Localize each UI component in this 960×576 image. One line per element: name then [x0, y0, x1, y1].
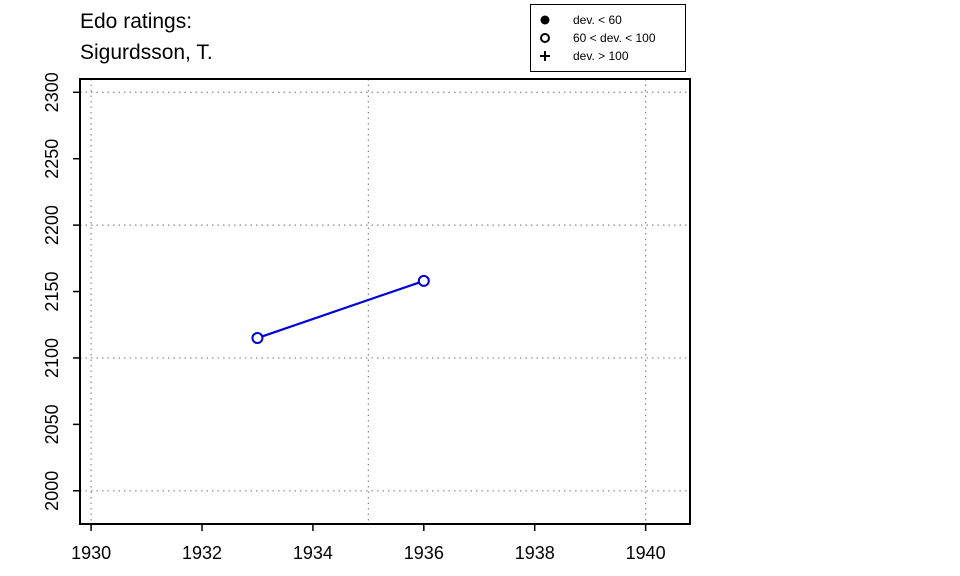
series-line [257, 279, 425, 340]
y-tick-label: 2300 [42, 72, 62, 112]
chart-title-line-2: Sigurdsson, T. [80, 41, 213, 64]
y-tick-label: 2050 [42, 404, 62, 444]
grid [80, 79, 690, 524]
x-tick-label: 1936 [404, 543, 444, 563]
open-circle-icon [540, 33, 550, 43]
legend-label: dev. > 100 [573, 49, 629, 63]
legend-item-filled: dev. < 60 [531, 11, 685, 29]
legend-item-open: 60 < dev. < 100 [531, 29, 685, 47]
filled-circle-icon [540, 15, 550, 25]
plot-frame [79, 78, 691, 525]
x-tick-label: 1934 [293, 543, 333, 563]
y-tick-label: 2100 [42, 338, 62, 378]
x-tick-label: 1938 [515, 543, 555, 563]
x-tick-label: 1930 [71, 543, 111, 563]
legend-label: dev. < 60 [573, 13, 622, 27]
x-axis: 1930 1932 1934 1936 1938 1940 [71, 524, 666, 563]
plus-icon [540, 51, 550, 61]
legend: dev. < 60 60 < dev. < 100 dev. > 100 [530, 4, 686, 72]
series-layer [251, 274, 430, 345]
y-tick-label: 2250 [42, 139, 62, 179]
x-tick-label: 1932 [182, 543, 222, 563]
data-point [251, 332, 264, 345]
legend-item-plus: dev. > 100 [531, 47, 685, 65]
legend-label: 60 < dev. < 100 [573, 31, 656, 45]
chart-title-line-1: Edo ratings: [80, 10, 193, 33]
y-axis: 2000 2050 2100 2150 2200 2250 2300 [42, 72, 80, 511]
y-tick-label: 2150 [42, 272, 62, 312]
y-tick-label: 2200 [42, 205, 62, 245]
x-tick-label: 1940 [626, 543, 666, 563]
y-tick-label: 2000 [42, 471, 62, 511]
data-point [417, 274, 430, 287]
